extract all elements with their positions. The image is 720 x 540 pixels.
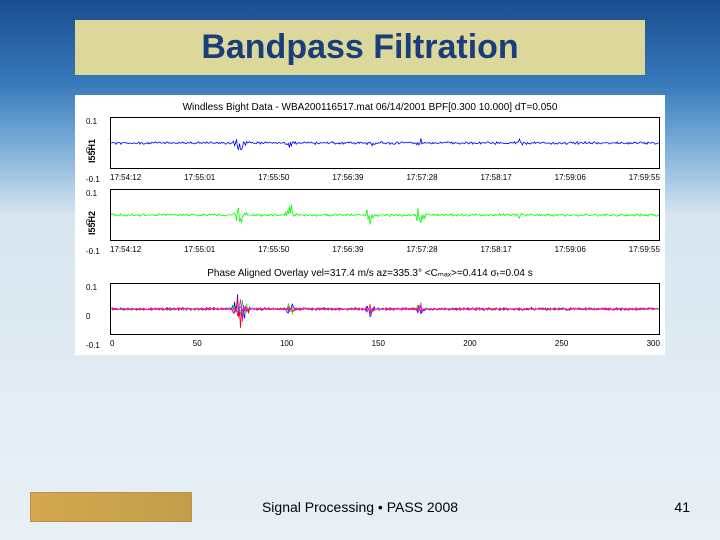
panel1-yticks: 0.1 0 -0.1 xyxy=(86,117,100,184)
page-number: 41 xyxy=(674,499,690,515)
chart-header: Windless Bight Data - WBA200116517.mat 0… xyxy=(80,100,660,115)
overlay-title: Phase Aligned Overlay vel=317.4 m/s az=3… xyxy=(80,266,660,281)
title-bar: Bandpass Filtration xyxy=(75,20,645,75)
panel2-waveform xyxy=(111,190,659,240)
panel1-waveform xyxy=(111,118,659,168)
footer-text: Signal Processing • PASS 2008 xyxy=(262,499,458,515)
chart-container: Windless Bight Data - WBA200116517.mat 0… xyxy=(75,95,665,355)
panel3 xyxy=(110,283,660,335)
panel1 xyxy=(110,117,660,169)
slide-title: Bandpass Filtration xyxy=(95,28,625,67)
panel2-yticks: 0.1 0 -0.1 xyxy=(86,189,100,256)
footer: Signal Processing • PASS 2008 41 xyxy=(0,492,720,522)
panel2 xyxy=(110,189,660,241)
panel3-yticks: 0.1 0 -0.1 xyxy=(86,283,100,350)
panel3-waveform xyxy=(111,284,659,334)
logo xyxy=(30,492,192,522)
panel1-xticks: 17:54:12 17:55:01 17:55:50 17:56:39 17:5… xyxy=(110,171,660,184)
panel3-xticks: 0 50 100 150 200 250 300 xyxy=(110,337,660,350)
panel2-xticks: 17:54:12 17:55:01 17:55:50 17:56:39 17:5… xyxy=(110,243,660,256)
